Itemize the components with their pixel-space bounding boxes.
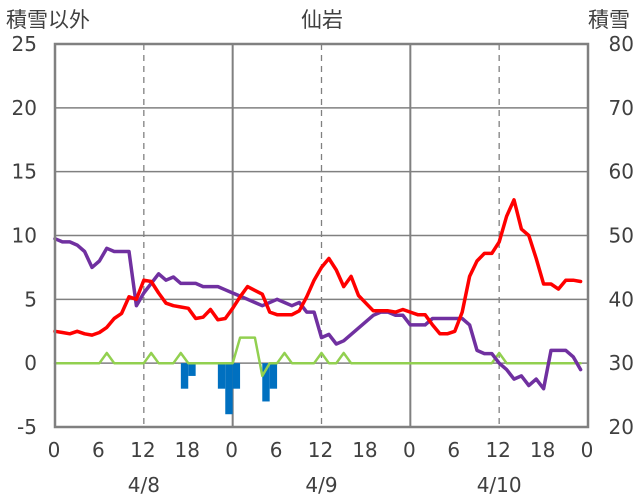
x-tick-label: 12	[130, 438, 155, 462]
precip-bar	[180, 363, 189, 389]
x-tick-label: 0	[48, 438, 61, 462]
right-tick-label: 60	[609, 160, 634, 184]
x-tick-label: 6	[92, 438, 105, 462]
precip-bar	[269, 363, 278, 389]
x-tick-label: 0	[581, 438, 594, 462]
date-label: 4/10	[477, 473, 522, 497]
chart-title: 仙岩	[301, 8, 343, 32]
precip-bar	[232, 363, 241, 389]
snow-depth-line	[53, 236, 583, 391]
plot-frame	[53, 42, 590, 429]
temperature-line	[53, 198, 583, 337]
x-tick-label: 12	[485, 438, 510, 462]
right-tick-label: 70	[609, 96, 634, 120]
x-tick-label: 18	[175, 438, 200, 462]
right-tick-label: 30	[609, 351, 634, 375]
right-tick-label: 20	[609, 415, 634, 439]
precip-bar	[262, 363, 270, 402]
x-tick-label: 0	[225, 438, 238, 462]
date-label: 4/8	[128, 473, 160, 497]
precip-bar	[217, 363, 226, 389]
right-tick-label: 40	[609, 287, 634, 311]
precip-bar	[225, 363, 233, 415]
left-tick-label: 20	[12, 96, 37, 120]
plot-border	[53, 42, 590, 429]
left-tick-label: 25	[12, 32, 37, 56]
left-tick-label: 10	[12, 224, 37, 248]
right-tick-label: 80	[609, 32, 634, 56]
wind-line	[53, 336, 582, 378]
left-tick-label: -5	[17, 415, 37, 439]
series-lines	[53, 198, 583, 391]
left-tick-label: 5	[24, 287, 37, 311]
x-tick-label: 6	[270, 438, 283, 462]
x-tick-label: 0	[403, 438, 416, 462]
x-tick-label: 12	[308, 438, 333, 462]
left-axis-label: 積雪以外	[6, 8, 90, 32]
left-tick-label: 0	[24, 351, 37, 375]
x-tick-label: 6	[447, 438, 460, 462]
x-tick-label: 18	[352, 438, 377, 462]
left-tick-label: 15	[12, 160, 37, 184]
right-axis-label: 積雪	[588, 8, 630, 32]
right-tick-label: 50	[609, 224, 634, 248]
precip-bar	[188, 363, 196, 376]
precip-bars	[180, 363, 278, 415]
date-label: 4/9	[305, 473, 337, 497]
x-tick-label: 18	[530, 438, 555, 462]
